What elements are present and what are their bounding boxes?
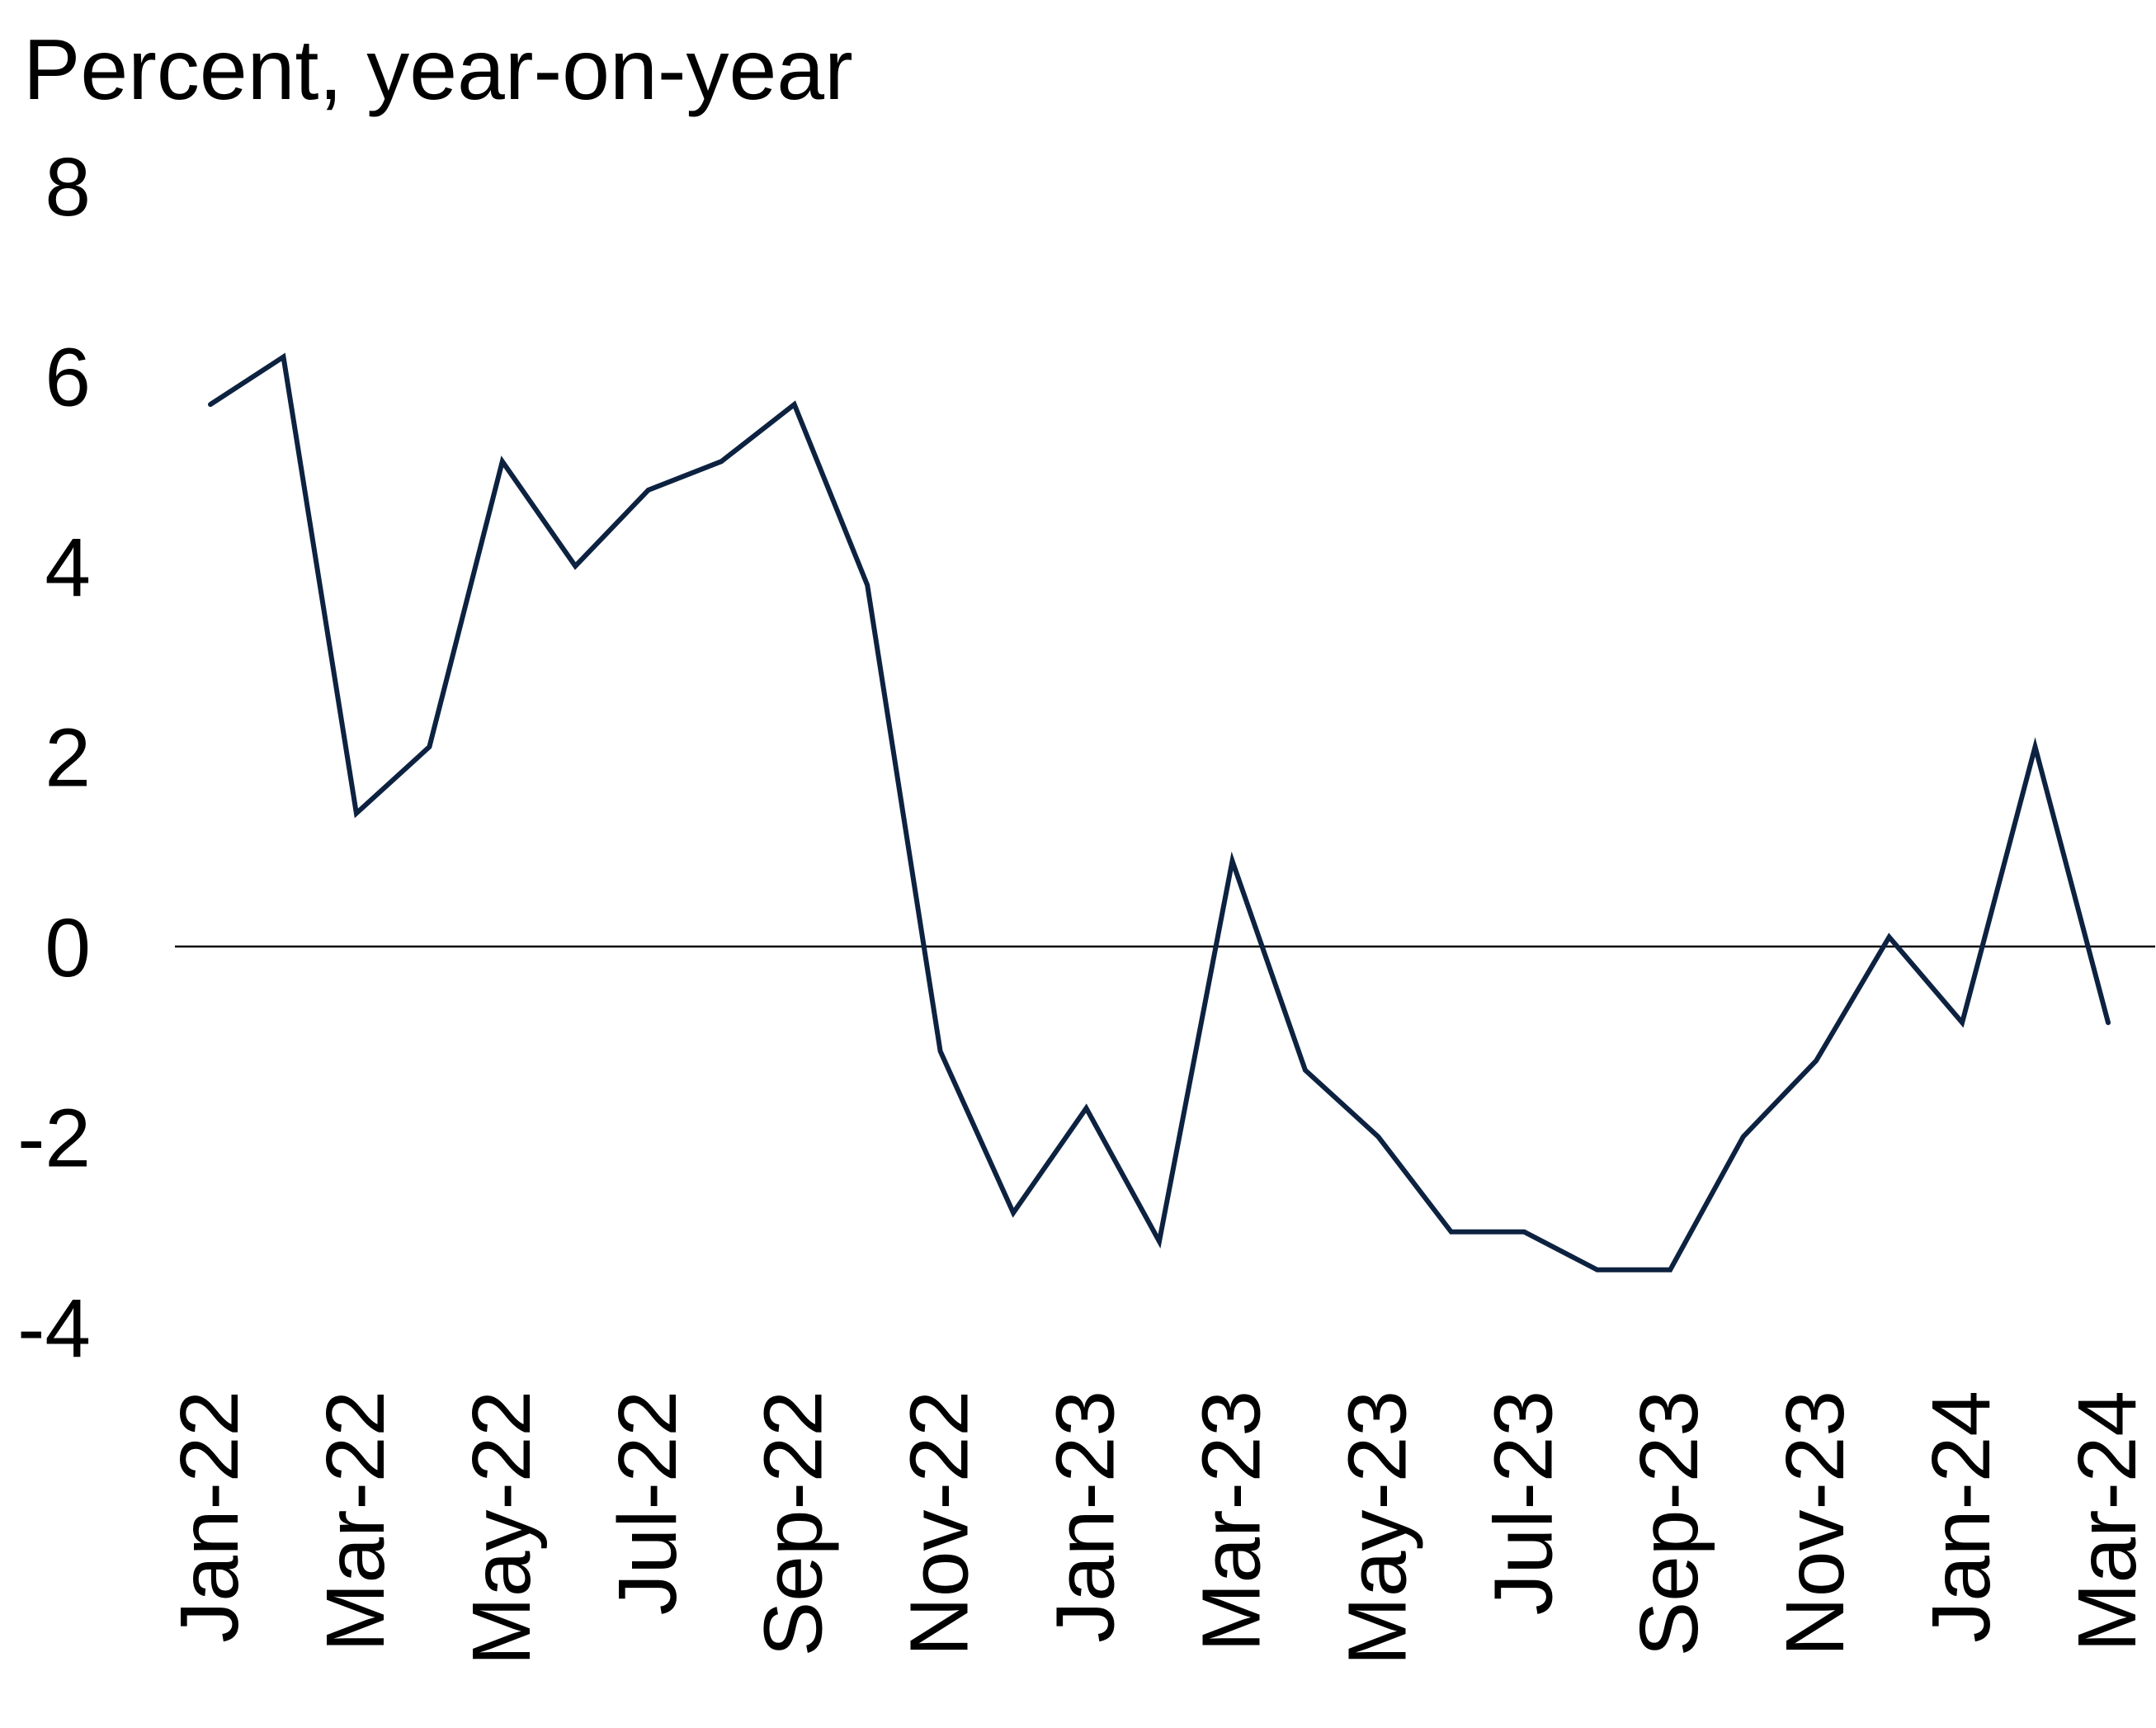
- series-line: [208, 352, 2111, 1272]
- data-point: [792, 402, 797, 407]
- data-point: [427, 744, 432, 749]
- data-point: [208, 402, 213, 407]
- data-point: [2106, 1020, 2111, 1025]
- data-point: [1375, 1135, 1380, 1140]
- x-tick-label: Jul-22: [602, 1390, 694, 1615]
- y-axis-ticks: -4 -2 0 2 4 6 8: [17, 141, 91, 1375]
- x-tick-label: Jul-23: [1477, 1390, 1569, 1615]
- data-point: [1887, 934, 1892, 939]
- y-tick-label: 8: [45, 141, 91, 234]
- x-tick-label: May-22: [455, 1390, 548, 1665]
- x-tick-label: Jan-22: [163, 1390, 256, 1643]
- x-tick-label: May-23: [1331, 1390, 1423, 1665]
- data-point: [1011, 1211, 1016, 1216]
- x-tick-label: Nov-22: [894, 1390, 986, 1656]
- data-point: [1595, 1268, 1600, 1272]
- x-tick-label: Mar-24: [2061, 1390, 2154, 1652]
- data-point: [1157, 1239, 1162, 1244]
- data-point: [1960, 1020, 1965, 1025]
- data-point: [1814, 1058, 1819, 1063]
- data-point: [1449, 1230, 1454, 1235]
- y-tick-label: 0: [45, 902, 91, 994]
- data-point: [1521, 1230, 1526, 1235]
- data-point: [1741, 1135, 1746, 1140]
- x-tick-label: Mar-23: [1185, 1390, 1277, 1652]
- data-point: [1668, 1268, 1672, 1272]
- x-tick-label: Nov-23: [1769, 1390, 1861, 1656]
- y-tick-label: 2: [45, 712, 91, 805]
- y-tick-label: -4: [17, 1282, 91, 1375]
- x-tick-label: Sep-23: [1623, 1390, 1715, 1656]
- y-tick-label: 4: [45, 522, 91, 614]
- data-point: [1303, 1068, 1308, 1073]
- data-point: [719, 459, 724, 464]
- y-axis-title: Percent, year-on-year: [23, 22, 853, 118]
- x-tick-label: Jan-23: [1040, 1390, 1132, 1643]
- data-point: [865, 583, 870, 588]
- x-tick-label: Mar-22: [309, 1390, 402, 1652]
- data-point: [1229, 858, 1234, 863]
- data-point: [2033, 744, 2038, 749]
- data-point: [573, 564, 578, 569]
- y-tick-label: 6: [45, 332, 91, 424]
- data-point: [281, 354, 285, 359]
- x-tick-label: Jan-24: [1915, 1390, 2007, 1643]
- data-point: [354, 811, 359, 816]
- data-point: [1084, 1106, 1089, 1111]
- data-point: [500, 459, 505, 464]
- data-point: [646, 488, 651, 493]
- data-point: [938, 1049, 943, 1054]
- x-axis-ticks: Jan-22 Mar-22 May-22 Jul-22 Sep-22 Nov-22 Jan-…: [163, 1390, 2154, 1665]
- x-tick-label: Sep-22: [748, 1390, 840, 1656]
- y-tick-label: -2: [17, 1093, 91, 1185]
